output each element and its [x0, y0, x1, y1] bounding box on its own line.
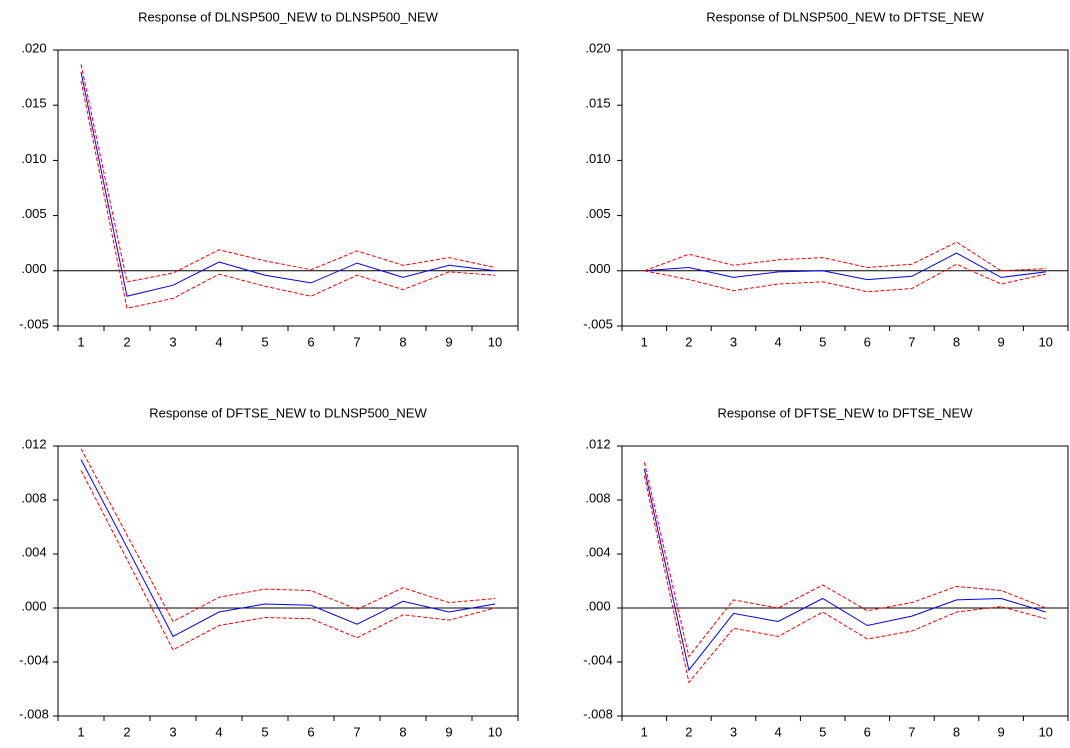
- x-tick-label: 3: [730, 724, 737, 739]
- y-tick-label: .004: [585, 544, 610, 559]
- series-line: [80, 448, 496, 623]
- y-tick-label: .005: [585, 206, 610, 221]
- series-line: [80, 71, 496, 297]
- series-line: [643, 468, 1046, 672]
- chart-title: Response of DFTSE_NEW to DLNSP500_NEW: [149, 405, 427, 420]
- y-tick-label: .020: [585, 40, 610, 55]
- plot-frame: [621, 49, 1069, 327]
- x-tick-label: 8: [399, 334, 406, 349]
- x-tick-label: 2: [685, 724, 692, 739]
- x-tick-label: 2: [123, 724, 130, 739]
- y-tick-label: .010: [585, 151, 610, 166]
- series-line: [644, 241, 1046, 272]
- x-tick-label: 9: [997, 724, 1004, 739]
- x-tick-label: 6: [307, 724, 314, 739]
- chart-title: Response of DFTSE_NEW to DFTSE_NEW: [717, 405, 973, 420]
- x-tick-label: 4: [774, 724, 781, 739]
- x-tick-label: 7: [353, 334, 360, 349]
- y-tick-label: .012: [21, 436, 46, 451]
- x-tick-label: 9: [445, 334, 452, 349]
- x-tick-label: 5: [819, 334, 826, 349]
- series-line: [644, 252, 1046, 281]
- x-tick-label: 4: [774, 334, 781, 349]
- y-tick-label: .000: [585, 261, 610, 276]
- y-tick-label: .000: [21, 598, 46, 613]
- x-tick-label: 3: [169, 724, 176, 739]
- x-tick-label: 3: [169, 334, 176, 349]
- y-tick-label: .012: [585, 436, 610, 451]
- x-tick-label: 7: [353, 724, 360, 739]
- x-tick-label: 2: [123, 334, 130, 349]
- x-tick-label: 7: [908, 724, 915, 739]
- plot-frame: [57, 49, 519, 327]
- x-tick-label: 6: [864, 724, 871, 739]
- series-line: [80, 80, 496, 309]
- x-tick-label: 4: [215, 334, 222, 349]
- y-tick-label: .000: [585, 598, 610, 613]
- x-tick-label: 1: [641, 334, 648, 349]
- x-tick-label: 1: [641, 724, 648, 739]
- x-tick-label: 9: [445, 724, 452, 739]
- plot-frame: [57, 445, 519, 717]
- y-tick-label: .010: [21, 151, 46, 166]
- y-tick-label: .000: [21, 261, 46, 276]
- series-line: [644, 263, 1046, 293]
- x-tick-label: 5: [819, 724, 826, 739]
- x-tick-label: 5: [261, 334, 268, 349]
- x-tick-label: 8: [953, 724, 960, 739]
- x-tick-label: 5: [261, 724, 268, 739]
- y-tick-label: .004: [21, 544, 46, 559]
- x-tick-label: 1: [77, 334, 84, 349]
- x-tick-label: 10: [488, 334, 502, 349]
- series-line: [643, 475, 1046, 684]
- x-tick-label: 3: [730, 334, 737, 349]
- x-tick-label: 1: [77, 724, 84, 739]
- y-tick-label: -.004: [19, 652, 49, 667]
- y-tick-label: -.005: [19, 316, 49, 331]
- x-tick-label: 6: [864, 334, 871, 349]
- x-tick-label: 10: [488, 724, 502, 739]
- y-tick-label: .008: [21, 490, 46, 505]
- series-line: [80, 64, 496, 283]
- y-tick-label: -.004: [583, 652, 613, 667]
- y-tick-label: -.008: [19, 706, 49, 721]
- chart-title: Response of DLNSP500_NEW to DLNSP500_NEW: [138, 9, 439, 24]
- series-line: [80, 470, 496, 651]
- x-tick-label: 4: [215, 724, 222, 739]
- y-tick-label: .015: [585, 96, 610, 111]
- series-line: [80, 459, 496, 638]
- x-tick-label: 6: [307, 334, 314, 349]
- y-tick-label: -.008: [583, 706, 613, 721]
- y-tick-label: -.005: [583, 316, 613, 331]
- x-tick-label: 10: [1038, 724, 1052, 739]
- y-tick-label: .005: [21, 206, 46, 221]
- x-tick-label: 9: [997, 334, 1004, 349]
- series-line: [643, 462, 1046, 658]
- y-tick-label: .020: [21, 40, 46, 55]
- x-tick-label: 8: [399, 724, 406, 739]
- x-tick-label: 10: [1038, 334, 1052, 349]
- plot-frame: [621, 445, 1069, 717]
- x-tick-label: 7: [908, 334, 915, 349]
- chart-title: Response of DLNSP500_NEW to DFTSE_NEW: [706, 9, 984, 24]
- x-tick-label: 8: [953, 334, 960, 349]
- y-tick-label: .008: [585, 490, 610, 505]
- x-tick-label: 2: [685, 334, 692, 349]
- y-tick-label: .015: [21, 96, 46, 111]
